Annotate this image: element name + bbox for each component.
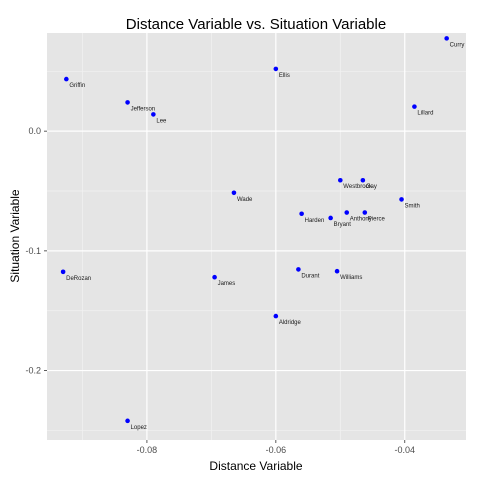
y-axis-title: Situation Variable bbox=[8, 189, 22, 282]
point-label: Wade bbox=[237, 197, 253, 203]
point-label: Ellis bbox=[279, 73, 290, 79]
y-axis-ticks: 0.0 -0.1 -0.2 bbox=[25, 126, 47, 376]
data-point bbox=[360, 177, 366, 183]
point-label: Pierce bbox=[368, 217, 386, 223]
data-point bbox=[338, 177, 343, 183]
data-point bbox=[64, 76, 69, 82]
y-tick-label: -0.1 bbox=[25, 246, 41, 256]
minor-gridlines bbox=[47, 33, 466, 440]
point-label: Lopez bbox=[131, 425, 147, 431]
y-tick-label: -0.2 bbox=[25, 366, 41, 376]
data-point bbox=[344, 210, 350, 215]
point-label: Westbrook bbox=[343, 184, 373, 190]
data-point bbox=[151, 112, 156, 117]
data-point bbox=[231, 190, 237, 196]
point-label: James bbox=[218, 281, 236, 287]
point-label: Anthony bbox=[350, 217, 372, 223]
data-point bbox=[399, 197, 404, 202]
point-label: Bryant bbox=[334, 222, 352, 228]
point-label: Gay bbox=[366, 184, 377, 190]
x-tick-label: -0.08 bbox=[137, 445, 158, 455]
data-point bbox=[125, 418, 130, 424]
point-label: Jefferson bbox=[131, 106, 156, 112]
point-label: Harden bbox=[305, 218, 325, 224]
data-point bbox=[273, 66, 279, 72]
data-point bbox=[299, 211, 304, 217]
point-label: Lee bbox=[156, 118, 167, 124]
data-point bbox=[334, 268, 340, 274]
data-point bbox=[362, 210, 368, 215]
data-point bbox=[328, 215, 333, 221]
data-point bbox=[212, 274, 217, 280]
chart-title: Distance Variable vs. Situation Variable bbox=[126, 16, 386, 33]
point-label: DeRozan bbox=[66, 276, 91, 282]
point-label: Williams bbox=[340, 275, 362, 281]
major-gridlines bbox=[47, 33, 466, 440]
point-label: Durant bbox=[301, 273, 319, 279]
point-label: Curry bbox=[450, 42, 465, 48]
point-label: Lillard bbox=[417, 111, 433, 117]
point-label: Aldridge bbox=[279, 320, 302, 326]
data-point bbox=[412, 104, 417, 109]
data-point bbox=[125, 100, 130, 105]
point-label: Smith bbox=[405, 203, 420, 209]
y-tick-label: 0.0 bbox=[28, 126, 41, 136]
data-point bbox=[273, 313, 279, 319]
point-label: Griffin bbox=[69, 83, 85, 89]
data-point bbox=[296, 267, 301, 272]
data-point bbox=[60, 269, 66, 275]
data-point bbox=[444, 36, 449, 41]
data-points bbox=[60, 36, 449, 424]
x-axis-title: Distance Variable bbox=[209, 459, 302, 473]
x-axis-ticks: -0.08 -0.06 -0.04 bbox=[137, 440, 415, 455]
x-tick-label: -0.04 bbox=[395, 445, 416, 455]
x-tick-label: -0.06 bbox=[266, 445, 287, 455]
plot-panel bbox=[47, 33, 466, 440]
